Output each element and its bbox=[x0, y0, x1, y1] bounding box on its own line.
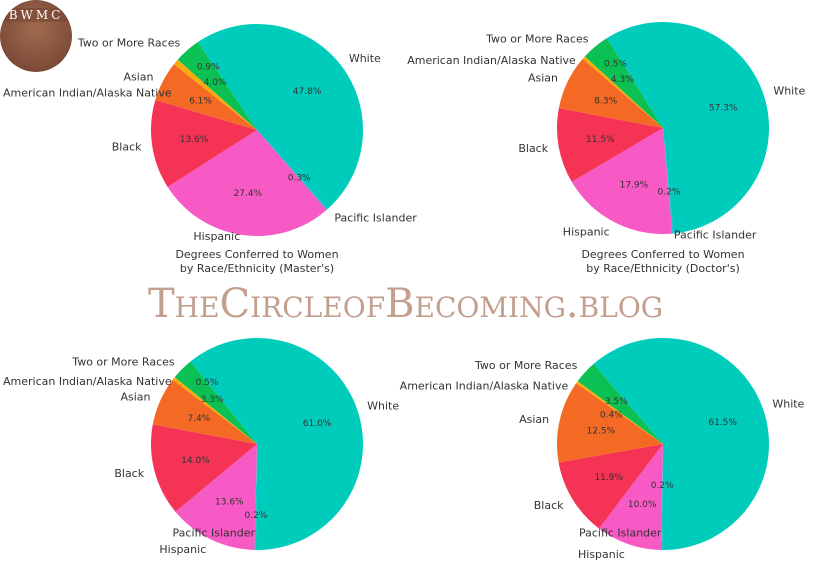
slice-american-indian-alaska-native bbox=[172, 377, 257, 444]
pct-label-american-indian-alaska-native: 0.4% bbox=[600, 410, 623, 420]
pct-label-two-or-more-races: 4.0% bbox=[204, 78, 227, 88]
slice-label-white: White bbox=[773, 84, 805, 97]
pct-label-black: 14.0% bbox=[181, 456, 210, 466]
slice-black bbox=[557, 108, 663, 182]
slice-label-hispanic: Hispanic bbox=[193, 230, 240, 243]
pct-label-american-indian-alaska-native: 0.5% bbox=[196, 378, 219, 388]
pct-label-american-indian-alaska-native: 0.5% bbox=[604, 59, 627, 69]
slice-label-asian: Asian bbox=[120, 391, 150, 404]
pct-label-black: 11.5% bbox=[586, 135, 615, 145]
slice-hispanic bbox=[175, 444, 257, 550]
slice-american-indian-alaska-native bbox=[173, 59, 257, 130]
slice-label-american-indian-alaska-native: American Indian/Alaska Native bbox=[3, 375, 172, 388]
pie-chart-1: White Hispanic Black Asian Two or More Races… bbox=[3, 24, 417, 243]
slice-white bbox=[190, 338, 363, 550]
slice-label-two-or-more-races: Two or More Races bbox=[485, 32, 589, 45]
slice-black bbox=[558, 444, 663, 529]
chart-title: Degrees Conferred to Women bbox=[175, 248, 338, 261]
slice-american-indian-alaska-native bbox=[576, 381, 663, 444]
slice-pacific-islander bbox=[257, 130, 329, 210]
slice-two-or-more-races bbox=[174, 361, 257, 444]
slice-label-black: Black bbox=[112, 140, 142, 153]
slice-label-pacific-islander: Pacific Islander bbox=[674, 229, 757, 242]
slice-two-or-more-races bbox=[177, 42, 257, 130]
pct-label-asian: 7.4% bbox=[187, 414, 210, 424]
pct-label-pacific-islander: 0.2% bbox=[651, 481, 674, 491]
chart-subtitle: by Race/Ethnicity (Master's) bbox=[180, 262, 334, 275]
slice-label-american-indian-alaska-native: American Indian/Alaska Native bbox=[400, 379, 569, 392]
pct-label-asian: 12.5% bbox=[587, 426, 616, 436]
pct-label-pacific-islander: 0.2% bbox=[658, 187, 681, 197]
slice-label-white: White bbox=[349, 52, 381, 65]
slice-label-black: Black bbox=[114, 467, 144, 480]
slice-label-two-or-more-races: Two or More Races bbox=[77, 36, 181, 49]
slice-label-hispanic: Hispanic bbox=[578, 548, 625, 561]
pct-label-white: 61.5% bbox=[708, 418, 737, 428]
slice-asian bbox=[558, 58, 663, 129]
pct-label-hispanic: 27.4% bbox=[234, 189, 263, 199]
slice-black bbox=[151, 100, 257, 187]
slice-pacific-islander bbox=[660, 444, 663, 550]
pct-label-asian: 8.3% bbox=[594, 96, 617, 106]
slice-label-hispanic: Hispanic bbox=[563, 226, 610, 239]
slice-label-pacific-islander: Pacific Islander bbox=[579, 526, 662, 539]
slice-hispanic bbox=[167, 130, 327, 236]
slice-label-white: White bbox=[772, 398, 804, 411]
slice-label-asian: Asian bbox=[528, 71, 558, 84]
pct-label-hispanic: 17.9% bbox=[620, 181, 649, 191]
pct-label-two-or-more-races: 3.3% bbox=[201, 395, 224, 405]
logo-text: BWMC bbox=[0, 8, 72, 22]
pct-label-hispanic: 10.0% bbox=[628, 500, 657, 510]
pie-chart-2: White Hispanic Black Asian Two or More Races… bbox=[407, 22, 806, 242]
bwmc-logo: BWMC bbox=[0, 0, 72, 72]
slice-label-american-indian-alaska-native: American Indian/Alaska Native bbox=[3, 87, 172, 100]
slice-label-hispanic: Hispanic bbox=[159, 543, 206, 556]
slice-label-pacific-islander: Pacific Islander bbox=[334, 211, 417, 224]
slice-label-asian: Asian bbox=[519, 413, 549, 426]
slice-hispanic bbox=[571, 128, 673, 234]
slice-asian bbox=[155, 64, 257, 130]
slice-white bbox=[606, 22, 770, 234]
slice-label-two-or-more-races: Two or More Races bbox=[474, 359, 578, 372]
pct-label-white: 57.3% bbox=[709, 103, 738, 113]
slice-asian bbox=[556, 383, 663, 463]
pct-label-black: 13.6% bbox=[180, 135, 209, 145]
pct-label-two-or-more-races: 3.5% bbox=[605, 397, 628, 407]
slice-asian bbox=[152, 379, 257, 444]
slice-label-pacific-islander: Pacific Islander bbox=[173, 526, 256, 539]
slice-pacific-islander bbox=[254, 444, 257, 550]
slice-white bbox=[593, 338, 769, 550]
pct-label-hispanic: 13.6% bbox=[215, 497, 244, 507]
pct-label-pacific-islander: 0.2% bbox=[244, 511, 267, 521]
slice-black bbox=[151, 424, 257, 512]
pct-label-american-indian-alaska-native: 0.9% bbox=[197, 63, 220, 73]
slice-label-black: Black bbox=[518, 142, 548, 155]
chart-title: Degrees Conferred to Women bbox=[581, 248, 744, 261]
watermark: TheCircleofBecoming.blog bbox=[148, 281, 664, 327]
slice-two-or-more-races bbox=[584, 38, 663, 128]
slice-pacific-islander bbox=[663, 128, 674, 234]
pct-label-asian: 6.1% bbox=[189, 97, 212, 107]
pct-label-black: 11.9% bbox=[594, 473, 623, 483]
slice-two-or-more-races bbox=[577, 364, 663, 444]
slice-label-white: White bbox=[367, 400, 399, 413]
pct-label-white: 47.8% bbox=[293, 87, 322, 97]
pct-label-white: 61.0% bbox=[303, 419, 332, 429]
slice-label-american-indian-alaska-native: American Indian/Alaska Native bbox=[407, 54, 576, 67]
slice-label-asian: Asian bbox=[123, 70, 153, 83]
slice-white bbox=[197, 24, 363, 209]
slice-hispanic bbox=[599, 444, 663, 550]
slice-american-indian-alaska-native bbox=[582, 56, 663, 128]
chart-subtitle: by Race/Ethnicity (Doctor's) bbox=[586, 262, 740, 275]
pct-label-pacific-islander: 0.3% bbox=[288, 174, 311, 184]
slice-label-two-or-more-races: Two or More Races bbox=[71, 355, 175, 368]
pct-label-two-or-more-races: 4.3% bbox=[611, 75, 634, 85]
slice-label-black: Black bbox=[534, 499, 564, 512]
